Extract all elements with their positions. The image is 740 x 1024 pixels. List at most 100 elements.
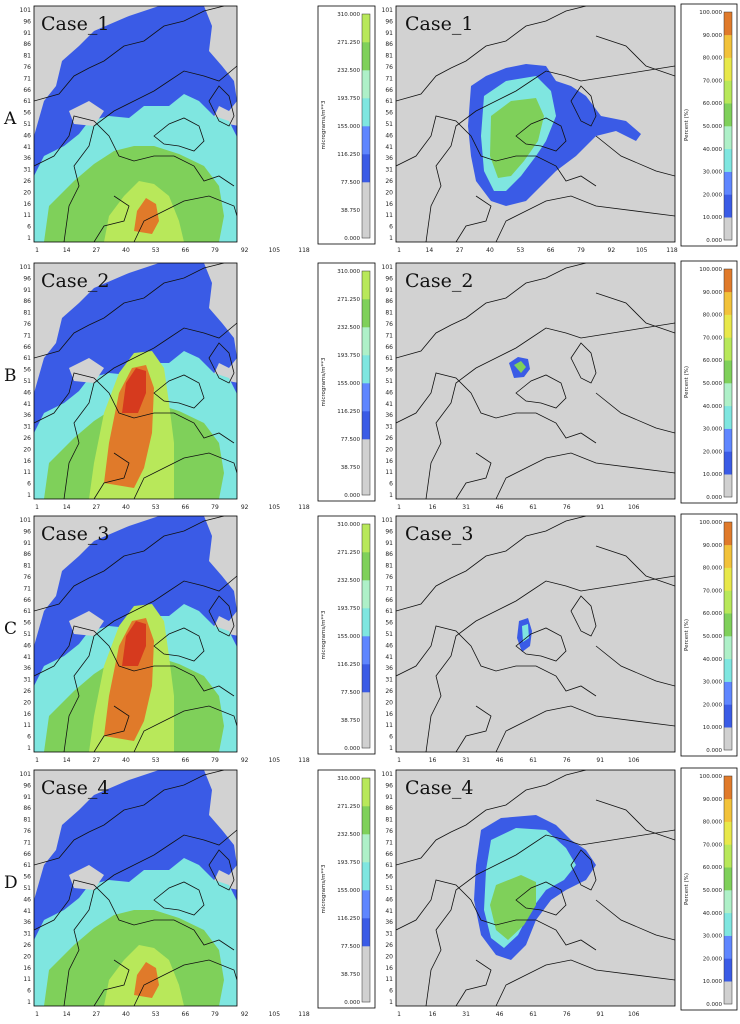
colorbar-tick-label: 80.000 [703,566,723,572]
x-tick-label: 1 [397,247,401,254]
colorbar-tick-label: 310.000 [337,776,360,782]
colorbar-tick-label: 0.000 [344,746,360,752]
y-tick-label: 20 [385,953,393,960]
percent-colorbar: 0.000 10.000 20.000 30.000 40.000 50.000 60.00… [680,260,738,504]
province-boundary [515,881,567,916]
colorbar-tick-label: 271.250 [337,297,360,303]
coastline [570,595,597,637]
x-tick-label: 91 [596,757,604,764]
colorbar-segment [724,171,732,195]
colorbar-tick-label: 116.250 [337,662,360,668]
x-tick-label: 61 [529,757,537,764]
province-boundary [425,322,675,499]
colorbar-segment [724,194,732,218]
x-tick-label: 40 [122,504,130,511]
colorbar-tick-label: 10.000 [703,725,723,731]
y-tick-label: 31 [385,167,393,174]
colorbar-tick-label: 38.750 [341,465,361,471]
colorbar-segment [362,355,370,384]
colorbar-tick-label: 40.000 [703,911,723,917]
province-boundary [63,829,237,1006]
colorbar-tick-label: 90.000 [703,290,723,296]
colorbar-tick-label: 193.750 [337,606,360,612]
colorbar-segment [724,126,732,150]
y-tick-label: 61 [23,355,31,362]
y-tick-label: 11 [385,722,393,729]
province-boundary [425,65,675,242]
colorbar-segment [724,798,732,822]
y-tick-label: 66 [23,344,31,351]
y-tick-label: 96 [23,18,31,25]
colorbar-segment [724,544,732,568]
province-boundary [396,263,587,359]
colorbar-outline [723,268,733,498]
colorbar-segment [724,34,732,58]
coastline [570,849,597,891]
colorbar-segment [724,681,732,705]
x-tick-label: 76 [563,504,571,511]
colorbar-tick-label: 40.000 [703,147,723,153]
concentration-map-panel: Case_4 [33,769,238,1007]
colorbar-segment [362,411,370,440]
y-tick-label: 6 [389,224,393,231]
y-tick-label: 51 [385,121,393,128]
colorbar-tick-label: 77.500 [341,944,361,950]
x-tick-label: 79 [211,247,219,254]
colorbar-segment [362,42,370,71]
province-boundary [34,516,225,612]
y-tick-label: 36 [385,155,393,162]
y-tick-label: 96 [23,275,31,282]
y-tick-label: 61 [385,862,393,869]
concentration-colorbar: 0.000 38.750 77.500 116.250 155.000 193.750 23… [317,515,376,755]
y-tick-label: 1 [389,745,393,752]
y-tick-label: 41 [385,144,393,151]
colorbar-tick-label: 155.000 [337,124,360,130]
y-tick-label: 6 [389,734,393,741]
y-tick-label: 61 [23,608,31,615]
y-tick-label: 56 [23,110,31,117]
colorbar-segment [362,271,370,300]
colorbar-tick-label: 38.750 [341,972,361,978]
province-boundary [153,627,205,662]
colorbar-segment [724,935,732,959]
y-tick-label: 51 [23,631,31,638]
x-tick-label: 106 [628,757,640,764]
colorbar-tick-label: 70.000 [703,842,723,848]
colorbar-segment [724,451,732,475]
y-tick-label: 66 [23,87,31,94]
x-tick-label: 53 [517,247,525,254]
colorbar-tick-label: 155.000 [337,381,360,387]
x-tick-label: 16 [429,757,437,764]
y-tick-label: 36 [385,665,393,672]
y-tick-label: 71 [23,585,31,592]
colorbar-tick-label: 20.000 [703,956,723,962]
colorbar-segment [362,327,370,356]
colorbar-tick-label: 60.000 [703,611,723,617]
y-tick-label: 96 [385,528,393,535]
colorbar-segment [724,405,732,429]
y-tick-label: 81 [385,53,393,60]
colorbar-tick-label: 0.000 [706,238,722,244]
colorbar-segment [362,14,370,43]
province-boundary [133,452,237,499]
coastline [208,342,235,384]
percent-region-green [490,98,544,178]
figure-row-B: BCase_2161116202631364146515661667176818… [4,260,738,511]
y-tick-label: 51 [23,121,31,128]
y-tick-label: 86 [23,41,31,48]
y-tick-label: 66 [385,87,393,94]
y-tick-label: 91 [23,540,31,547]
colorbar-segment [724,912,732,936]
map-background [396,516,675,752]
y-tick-label: 56 [385,367,393,374]
x-tick-label: 46 [496,757,504,764]
colorbar-tick-label: 40.000 [703,404,723,410]
y-tick-label: 6 [27,224,31,231]
concentration-region-red [122,621,146,666]
y-tick-label: 81 [23,817,31,824]
concentration-map-panel: Case_2 [33,262,238,500]
y-tick-label: 76 [385,828,393,835]
province-boundary [153,374,205,409]
x-tick-label: 14 [63,757,71,764]
